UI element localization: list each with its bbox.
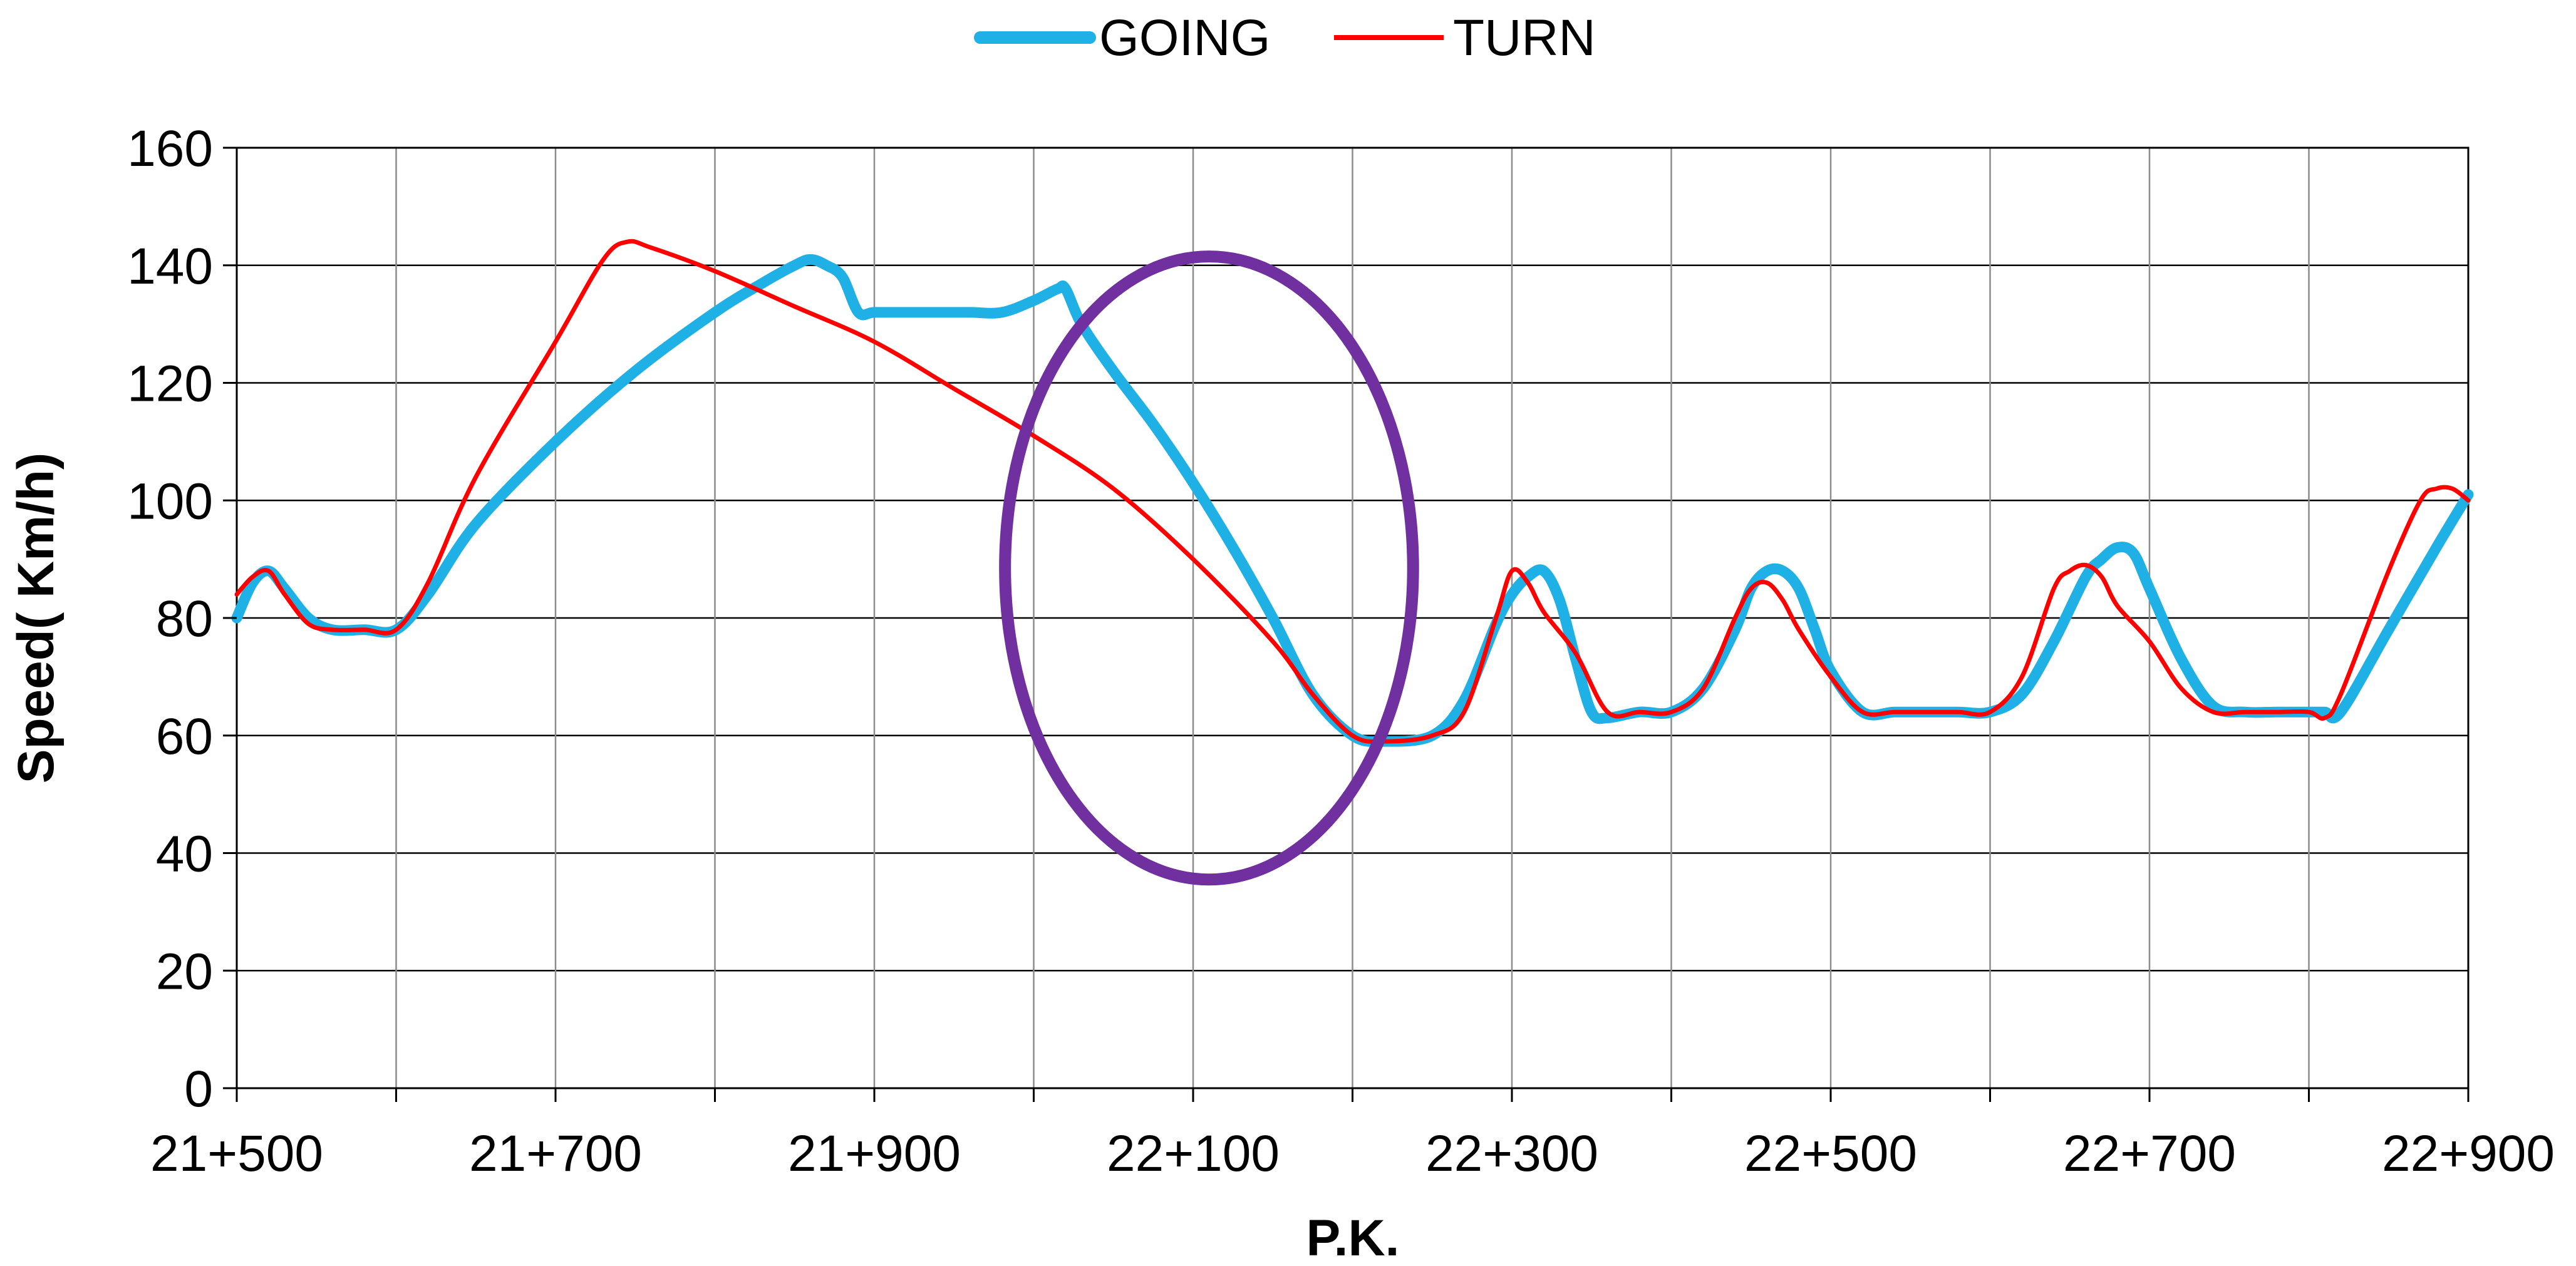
x-tick-label: 21+500 bbox=[150, 1125, 323, 1182]
y-tick-label: 0 bbox=[184, 1061, 213, 1118]
legend-label-turn: TURN bbox=[1453, 9, 1596, 66]
y-tick-label: 100 bbox=[127, 473, 213, 530]
y-tick-label: 140 bbox=[127, 238, 213, 295]
x-tick-label: 22+700 bbox=[2063, 1125, 2236, 1182]
x-tick-label: 22+100 bbox=[1107, 1125, 1280, 1182]
legend: GOING TURN bbox=[974, 9, 1596, 66]
annotation-layer bbox=[999, 250, 1419, 886]
x-tick-label: 21+700 bbox=[469, 1125, 642, 1182]
x-tick-label: 22+900 bbox=[2382, 1125, 2555, 1182]
y-tick-label: 120 bbox=[127, 356, 213, 413]
y-tick-label: 60 bbox=[156, 708, 213, 765]
y-tick-label: 160 bbox=[127, 120, 213, 177]
legend-label-going: GOING bbox=[1099, 9, 1270, 66]
series-layer bbox=[231, 239, 2474, 747]
x-tick-label: 22+500 bbox=[1744, 1125, 1917, 1182]
axes: 0 20 40 60 80 100 120 140 160 21+500 21+700 21+900 2… bbox=[127, 120, 2555, 1182]
x-tick-label: 22+300 bbox=[1425, 1125, 1598, 1182]
highlight-ellipse bbox=[999, 250, 1419, 886]
y-tick-label: 20 bbox=[156, 943, 213, 1000]
x-tick-label: 21+900 bbox=[788, 1125, 961, 1182]
y-axis-title: Speed( Km/h) bbox=[8, 453, 65, 783]
y-tick-label: 80 bbox=[156, 590, 213, 647]
series-line-turn bbox=[234, 239, 2471, 744]
y-tick-label: 40 bbox=[156, 826, 213, 883]
x-axis-title: P.K. bbox=[1306, 1210, 1400, 1266]
